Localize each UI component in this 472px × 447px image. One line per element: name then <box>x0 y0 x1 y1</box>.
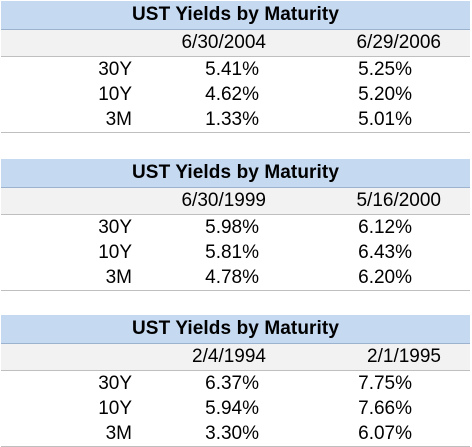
yield-value: 5.25% <box>358 58 412 80</box>
yield-table-2004-2006: UST Yields by Maturity 6/30/2004 6/29/20… <box>1 1 470 133</box>
date-header-row: 2/4/1994 2/1/1995 <box>1 344 470 371</box>
maturity-label: 10Y <box>98 397 132 419</box>
table-row: 10Y 5.94% 7.66% <box>1 396 470 421</box>
table-row: 10Y 5.81% 6.43% <box>1 240 470 265</box>
yield-value: 5.01% <box>358 108 412 130</box>
date-header-col1: 6/30/1999 <box>181 190 266 211</box>
yield-value: 4.78% <box>205 266 259 288</box>
yield-value: 6.07% <box>358 422 412 444</box>
table-row: 3M 4.78% 6.20% <box>1 265 470 291</box>
table-title: UST Yields by Maturity <box>1 315 470 344</box>
table-row: 3M 3.30% 6.07% <box>1 421 470 447</box>
maturity-label: 30Y <box>98 58 132 80</box>
yield-value: 5.94% <box>205 397 259 419</box>
yield-value: 4.62% <box>205 83 259 105</box>
table-row: 30Y 5.41% 5.25% <box>1 57 470 82</box>
date-header-col2: 6/29/2006 <box>356 32 441 53</box>
yield-value: 6.37% <box>205 372 259 394</box>
yield-value: 6.12% <box>358 216 412 238</box>
maturity-label: 3M <box>105 108 132 130</box>
yield-value: 5.20% <box>358 83 412 105</box>
yield-value: 1.33% <box>205 108 259 130</box>
maturity-label: 10Y <box>98 241 132 263</box>
date-header-col2: 2/1/1995 <box>367 346 441 367</box>
maturity-label: 3M <box>105 266 132 288</box>
date-header-col2: 5/16/2000 <box>356 190 441 211</box>
date-header-row: 6/30/1999 5/16/2000 <box>1 188 470 215</box>
table-row: 30Y 6.37% 7.75% <box>1 371 470 396</box>
yield-value: 6.43% <box>358 241 412 263</box>
maturity-label: 3M <box>105 422 132 444</box>
maturity-label: 10Y <box>98 83 132 105</box>
yield-value: 7.66% <box>358 397 412 419</box>
maturity-label: 30Y <box>98 216 132 238</box>
yield-value: 5.98% <box>205 216 259 238</box>
yield-value: 3.30% <box>205 422 259 444</box>
yield-table-1999-2000: UST Yields by Maturity 6/30/1999 5/16/20… <box>1 159 470 291</box>
table-title: UST Yields by Maturity <box>1 159 470 188</box>
date-header-row: 6/30/2004 6/29/2006 <box>1 30 470 57</box>
date-header-col1: 2/4/1994 <box>192 346 266 367</box>
yield-value: 7.75% <box>358 372 412 394</box>
table-row: 30Y 5.98% 6.12% <box>1 215 470 240</box>
yield-value: 6.20% <box>358 266 412 288</box>
table-title: UST Yields by Maturity <box>1 1 470 30</box>
yield-value: 5.81% <box>205 241 259 263</box>
date-header-col1: 6/30/2004 <box>181 32 266 53</box>
maturity-label: 30Y <box>98 372 132 394</box>
yield-value: 5.41% <box>205 58 259 80</box>
table-row: 3M 1.33% 5.01% <box>1 107 470 133</box>
table-row: 10Y 4.62% 5.20% <box>1 82 470 107</box>
yield-table-1994-1995: UST Yields by Maturity 2/4/1994 2/1/1995… <box>1 315 470 447</box>
